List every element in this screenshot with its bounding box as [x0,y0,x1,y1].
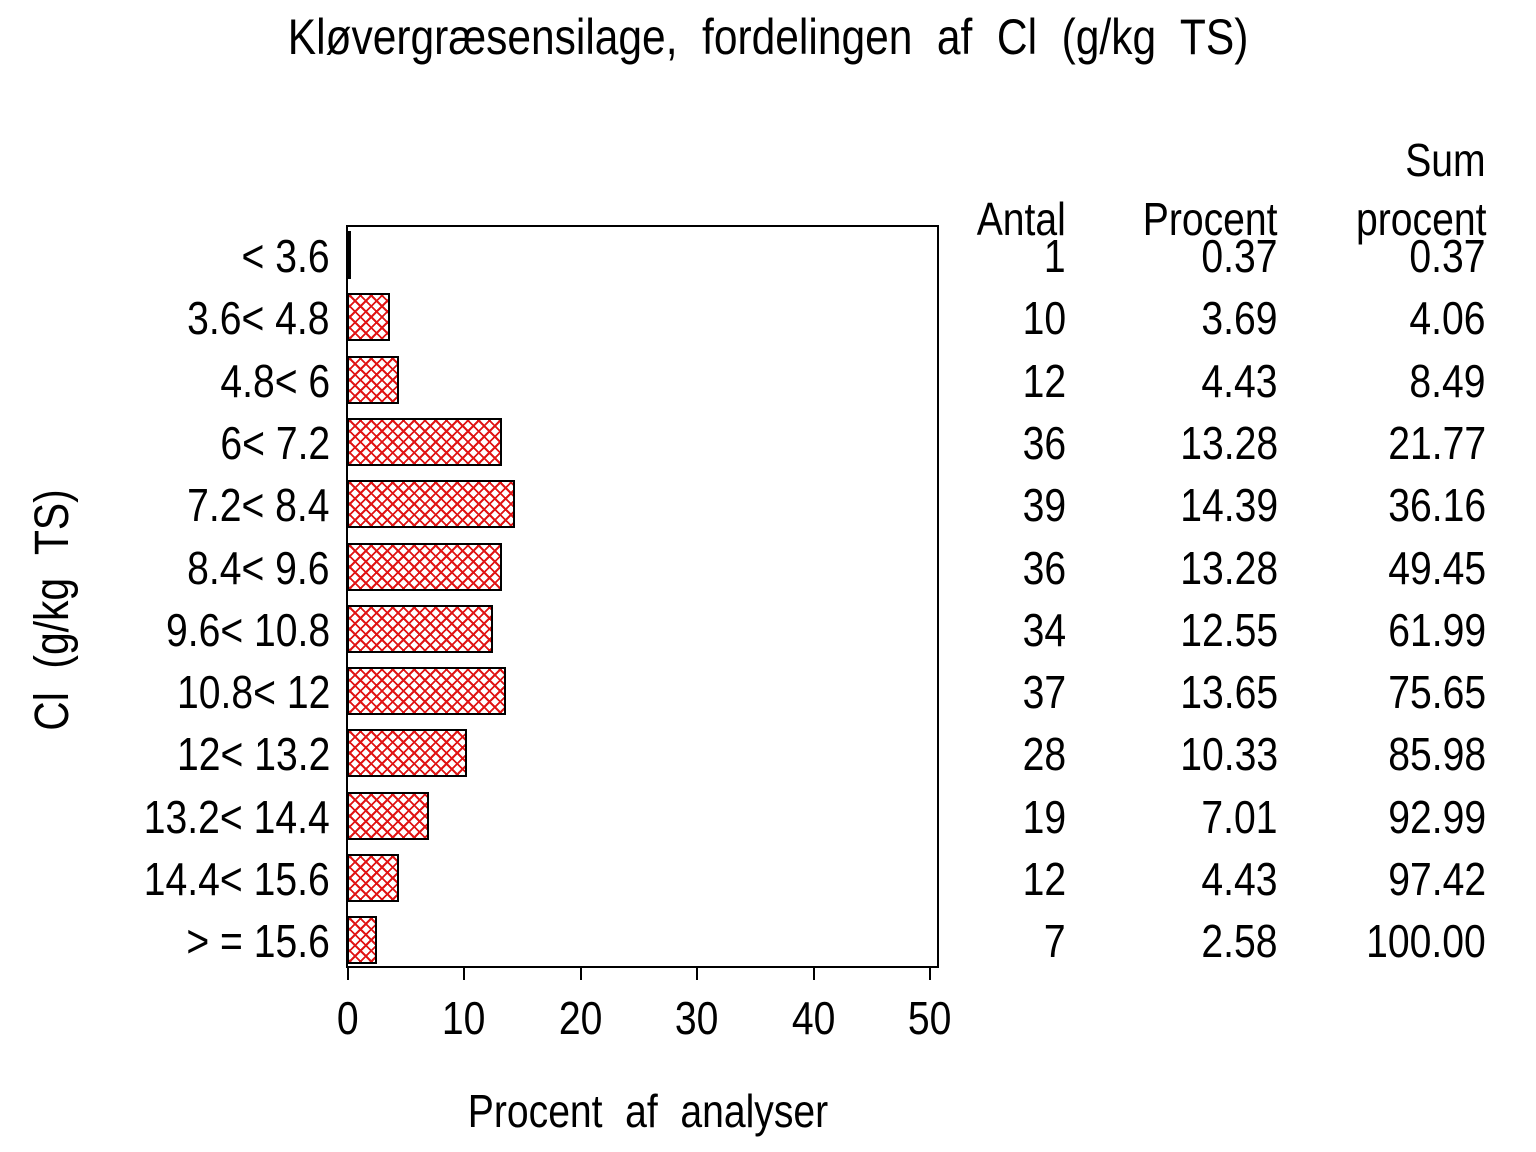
cell-antal: 36 [1022,541,1066,594]
x-tick-label: 10 [442,992,486,1044]
bar [347,667,507,716]
cell-sum-procent: 8.49 [1409,354,1486,407]
cell-sum-procent: 4.06 [1409,292,1486,345]
cell-antal: 1 [1044,230,1066,282]
plot-frame [346,225,939,968]
cell-sum-procent: 85.98 [1388,728,1486,781]
x-tick-mark [346,966,349,980]
category-label: 9.6< 10.8 [165,603,330,656]
cell-sum-procent: 49.45 [1388,541,1486,594]
chart-title-text: Kløvergræsensilage, fordelingen af Cl (g… [287,9,1249,65]
cell-sum-procent: 0.37 [1409,230,1486,282]
x-tick-mark [463,966,465,980]
cell-procent: 13.28 [1180,416,1278,469]
cell-procent: 3.69 [1201,292,1278,345]
cell-procent: 4.43 [1201,853,1278,905]
table-header-antal: Antal [976,193,1066,245]
cell-antal: 37 [1022,666,1066,719]
x-axis-title: Procent af analyser [398,1088,898,1134]
cell-sum-procent: 61.99 [1388,603,1486,656]
bar [347,604,494,653]
cell-procent: 13.28 [1180,541,1278,594]
cell-antal: 34 [1022,603,1066,656]
bar [347,542,502,591]
x-tick-label: 20 [558,992,603,1044]
bar [347,417,502,466]
category-label: 14.4< 15.6 [144,853,330,905]
cell-antal: 39 [1022,479,1066,532]
bar [347,355,399,404]
category-label: 12< 13.2 [176,728,330,781]
category-label: < 3.6 [241,230,330,282]
cell-antal: 10 [1022,292,1066,345]
cell-sum-procent: 21.77 [1388,416,1486,469]
x-tick-label: 50 [908,992,952,1044]
cell-antal: 36 [1022,416,1066,469]
bar [347,854,399,902]
category-label: > = 15.6 [186,915,330,968]
category-label: 6< 7.2 [220,416,330,469]
cell-procent: 2.58 [1201,915,1278,968]
cell-sum-procent: 92.99 [1388,790,1486,843]
x-tick-label: 0 [336,992,359,1044]
table-header-sum-line2: procent [1355,193,1486,245]
category-label: 13.2< 14.4 [144,790,330,843]
x-tick-label: 40 [791,992,836,1044]
cell-antal: 12 [1022,354,1066,407]
y-axis-title: Cl (g/kg TS) [26,460,79,760]
cell-procent: 0.37 [1201,230,1278,282]
cell-procent: 14.39 [1180,479,1278,532]
cell-procent: 7.01 [1201,790,1278,843]
cell-procent: 13.65 [1180,666,1278,719]
cell-sum-procent: 100.00 [1366,915,1486,968]
cell-sum-procent: 75.65 [1388,666,1486,719]
cell-antal: 12 [1022,853,1066,905]
chart-title: Kløvergræsensilage, fordelingen af Cl (g… [0,12,1536,62]
category-label: 10.8< 12 [176,666,330,719]
table-header-sum-line1: Sum [1405,134,1486,186]
category-label: 8.4< 9.6 [187,541,330,594]
x-tick-mark [579,966,582,980]
x-tick-mark [696,966,698,980]
cell-procent: 12.55 [1180,603,1278,656]
cell-sum-procent: 97.42 [1388,853,1486,905]
cell-sum-procent: 36.16 [1388,479,1486,532]
bar [347,916,378,965]
x-tick-mark [929,966,931,980]
bar [347,231,352,279]
x-axis-title-text: Procent af analyser [467,1085,829,1137]
bar [347,293,390,342]
category-label: 7.2< 8.4 [187,479,330,532]
bar [347,729,468,778]
bar [347,480,515,529]
cell-antal: 19 [1022,790,1066,843]
category-label: 4.8< 6 [220,354,330,407]
x-tick-mark [812,966,815,980]
cell-antal: 7 [1044,915,1066,968]
x-tick-label: 30 [675,992,719,1044]
cell-antal: 28 [1022,728,1066,781]
bar [347,791,429,840]
cell-procent: 10.33 [1180,728,1278,781]
y-axis-title-text: Cl (g/kg TS) [26,489,79,731]
category-label: 3.6< 4.8 [187,292,330,345]
cell-procent: 4.43 [1201,354,1278,407]
table-header-procent: Procent [1143,193,1278,245]
